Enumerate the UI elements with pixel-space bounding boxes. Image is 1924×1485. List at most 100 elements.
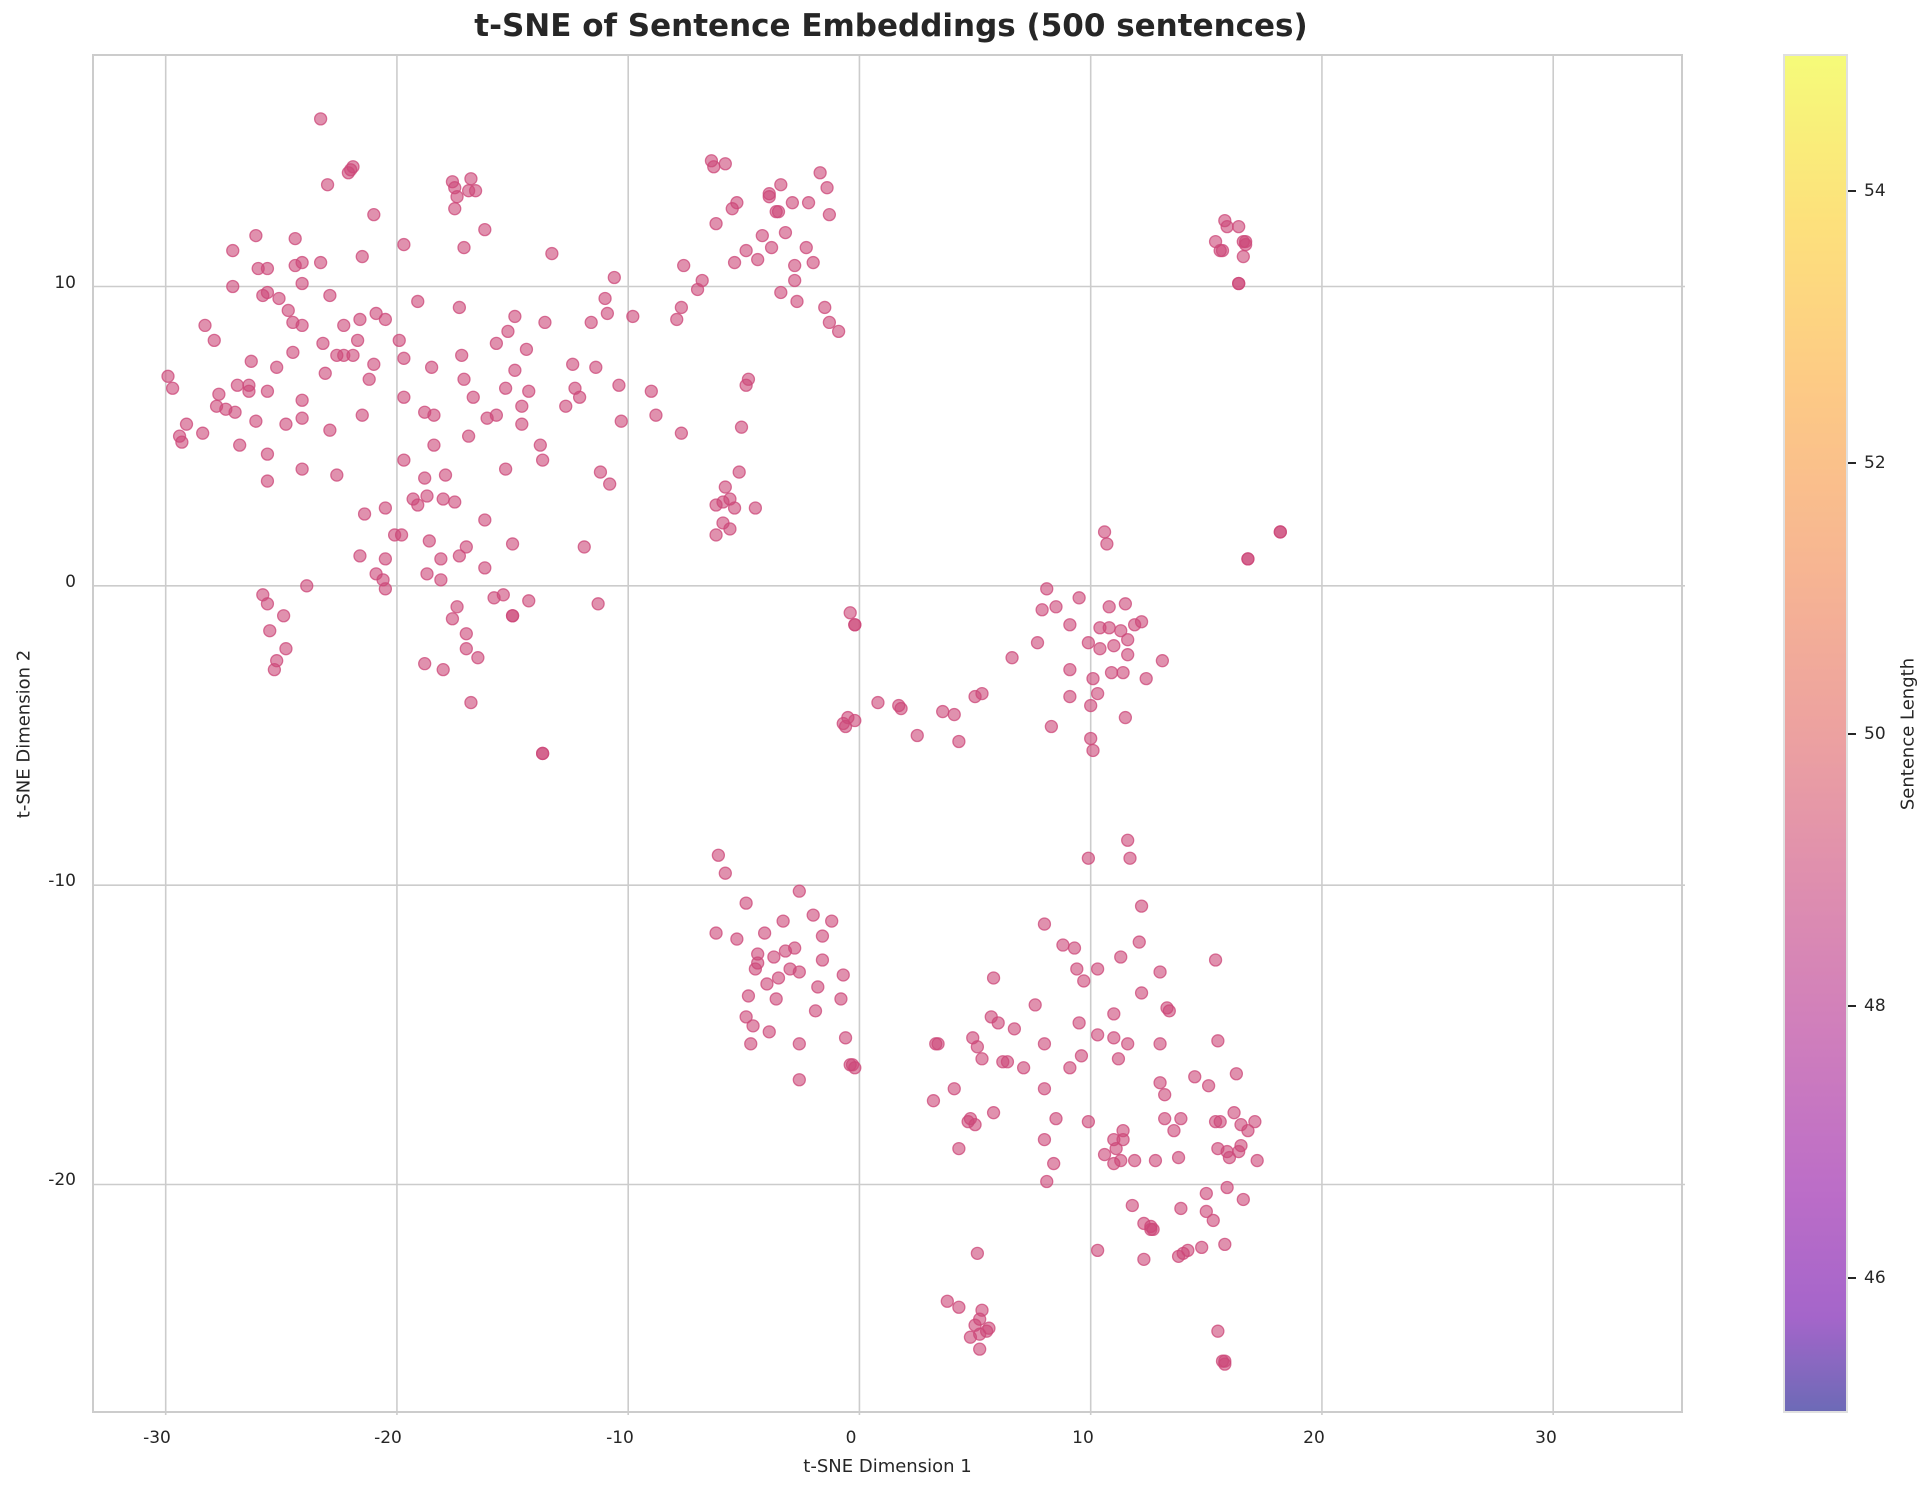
data-point bbox=[1121, 633, 1135, 647]
data-point bbox=[1153, 1076, 1167, 1090]
data-point bbox=[1232, 219, 1246, 234]
data-point bbox=[436, 492, 450, 506]
data-point bbox=[353, 312, 367, 327]
data-point bbox=[1090, 686, 1105, 701]
data-point bbox=[566, 357, 580, 371]
data-point bbox=[1000, 1055, 1015, 1069]
data-point bbox=[748, 962, 763, 976]
data-point bbox=[498, 462, 513, 476]
data-point bbox=[572, 390, 587, 404]
data-point bbox=[464, 172, 478, 186]
data-point bbox=[771, 205, 786, 219]
data-point bbox=[603, 477, 617, 491]
data-point bbox=[1102, 600, 1116, 614]
data-point bbox=[1232, 276, 1246, 291]
data-point bbox=[991, 1016, 1005, 1030]
data-point bbox=[723, 522, 737, 536]
x-tick-label: -20 bbox=[374, 1428, 402, 1448]
x-tick-label: 30 bbox=[1535, 1428, 1557, 1448]
data-point bbox=[940, 1294, 954, 1308]
data-point bbox=[975, 1052, 989, 1066]
data-point bbox=[207, 333, 221, 348]
data-point bbox=[316, 336, 330, 351]
data-point bbox=[559, 399, 573, 413]
colorbar-tick bbox=[1848, 462, 1856, 464]
data-point bbox=[438, 468, 453, 482]
data-point bbox=[270, 360, 284, 374]
data-point bbox=[936, 704, 950, 719]
data-point bbox=[790, 294, 804, 309]
data-point bbox=[313, 255, 328, 270]
data-point bbox=[677, 258, 691, 273]
data-point bbox=[337, 318, 351, 333]
data-point bbox=[350, 333, 365, 348]
data-point bbox=[674, 426, 689, 440]
data-point bbox=[1206, 1213, 1220, 1228]
data-point bbox=[843, 1058, 857, 1072]
data-point bbox=[501, 324, 515, 339]
data-point bbox=[725, 202, 739, 216]
data-point bbox=[1040, 582, 1054, 596]
x-axis-label: t-SNE Dimension 1 bbox=[803, 1456, 972, 1477]
data-point bbox=[589, 360, 603, 374]
data-point bbox=[822, 315, 837, 330]
data-point bbox=[434, 573, 448, 587]
data-point bbox=[690, 282, 705, 297]
data-point bbox=[394, 528, 409, 542]
data-point bbox=[397, 351, 411, 365]
data-point bbox=[1171, 1150, 1186, 1165]
data-point bbox=[1072, 591, 1086, 605]
data-point bbox=[1155, 654, 1170, 668]
data-point bbox=[764, 240, 779, 255]
data-point bbox=[1109, 1141, 1123, 1156]
data-point bbox=[286, 345, 300, 359]
data-point bbox=[1125, 1198, 1139, 1213]
data-point bbox=[744, 1037, 758, 1051]
data-point bbox=[834, 992, 848, 1006]
data-point bbox=[952, 1141, 966, 1156]
data-point bbox=[778, 225, 793, 240]
data-point bbox=[644, 384, 658, 398]
data-point bbox=[448, 202, 462, 216]
data-point bbox=[196, 426, 210, 440]
data-point bbox=[459, 642, 473, 656]
colorbar-tick bbox=[1848, 190, 1856, 192]
data-point bbox=[369, 306, 383, 321]
data-point bbox=[1114, 1153, 1128, 1168]
data-point bbox=[593, 465, 608, 479]
data-point bbox=[427, 408, 441, 422]
data-point bbox=[1241, 1123, 1255, 1138]
data-point bbox=[367, 207, 381, 222]
data-point bbox=[496, 588, 510, 602]
data-point bbox=[1134, 899, 1149, 913]
data-point bbox=[947, 1082, 961, 1096]
data-point bbox=[1005, 651, 1019, 665]
data-point bbox=[792, 884, 806, 898]
data-point bbox=[362, 372, 376, 386]
data-point bbox=[392, 333, 406, 348]
y-tick-label: -20 bbox=[48, 1170, 76, 1190]
data-point bbox=[1236, 1192, 1250, 1207]
data-point bbox=[1236, 234, 1250, 249]
x-tick-label: 0 bbox=[845, 1428, 857, 1448]
data-point bbox=[785, 196, 800, 210]
data-point bbox=[1028, 998, 1042, 1012]
data-point bbox=[448, 495, 462, 509]
colorbar-tick-label: 46 bbox=[1864, 1268, 1886, 1288]
data-point bbox=[1111, 1052, 1126, 1066]
data-point bbox=[1236, 249, 1250, 264]
data-point bbox=[709, 926, 723, 940]
data-point bbox=[1201, 1079, 1216, 1093]
data-point bbox=[272, 291, 286, 306]
data-point bbox=[1097, 1147, 1112, 1162]
data-point bbox=[986, 1106, 1001, 1120]
data-point bbox=[249, 414, 263, 428]
data-point bbox=[1049, 1112, 1063, 1126]
data-point bbox=[411, 294, 425, 309]
plot-area bbox=[92, 54, 1685, 1415]
data-point bbox=[478, 513, 492, 527]
data-point bbox=[445, 175, 460, 189]
data-point bbox=[1174, 1112, 1188, 1126]
data-point bbox=[1084, 731, 1098, 746]
data-point bbox=[367, 357, 381, 371]
